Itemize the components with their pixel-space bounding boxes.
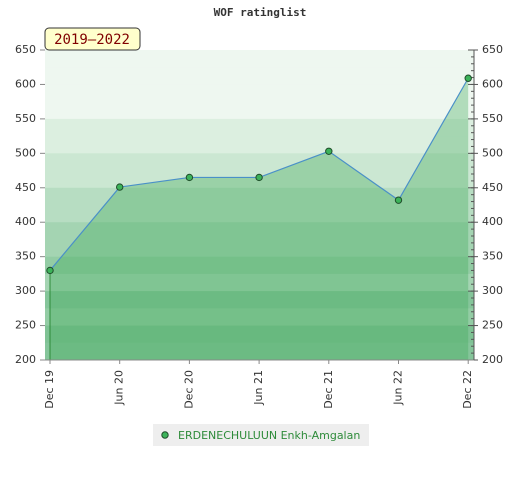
y2-tick-label: 500 [482, 146, 503, 159]
plot-stripe [45, 136, 474, 154]
y2-tick-label: 600 [482, 77, 503, 90]
plot-stripe [45, 205, 474, 223]
area-fill [50, 78, 469, 360]
plot-stripe [45, 118, 474, 137]
y-tick-label: 650 [15, 43, 36, 56]
point [116, 183, 124, 191]
plot-stripe [45, 84, 474, 103]
plot-stripe [45, 101, 474, 120]
plot-stripe [45, 239, 474, 258]
plot-stripe [45, 325, 474, 344]
x-tick-label: Jun 20 [113, 370, 126, 406]
y2-tick-label: 200 [482, 353, 503, 366]
y-tick-label: 350 [15, 250, 36, 263]
plot-stripe [45, 256, 474, 275]
chart-title: WOF ratinglist [214, 6, 307, 19]
point [394, 196, 403, 204]
plot-stripe [45, 342, 474, 361]
y2-tick-label: 550 [482, 112, 503, 125]
y-tick-label: 600 [15, 77, 36, 90]
point [46, 266, 54, 275]
x-tick-label: Dec 22 [461, 370, 474, 409]
annotation-box [44, 27, 141, 51]
point [325, 147, 333, 155]
y2-tick-label: 350 [482, 250, 503, 263]
y-tick-label: 400 [15, 215, 36, 228]
y-tick-label: 200 [15, 353, 36, 366]
y2-tick-label: 650 [482, 43, 503, 56]
plot-stripe [45, 50, 474, 68]
point [464, 74, 472, 82]
legend-box [153, 424, 369, 446]
plot-stripe [45, 187, 474, 206]
plot-stripe [45, 273, 474, 292]
x-tick-label: Jun 22 [392, 370, 405, 406]
legend-label: ERDENECHULUUN Enkh-Amgalan [178, 429, 360, 442]
y2-tick-label: 450 [482, 181, 503, 194]
y-tick-label: 450 [15, 181, 36, 194]
x-tick-label: Dec 20 [182, 370, 195, 409]
y2-tick-label: 300 [482, 284, 503, 297]
plot-stripe [45, 291, 474, 309]
y-tick-label: 500 [15, 146, 36, 159]
x-tick-label: Jun 21 [252, 370, 265, 406]
x-tick-label: Dec 19 [43, 370, 56, 409]
legend-marker [161, 431, 169, 439]
plot-stripe [45, 308, 474, 327]
y-tick-label: 550 [15, 112, 36, 125]
x-tick-label: Dec 21 [322, 370, 335, 409]
y-tick-label: 250 [15, 319, 36, 332]
plot-stripe [45, 67, 474, 85]
point [255, 173, 263, 182]
point [185, 173, 194, 182]
plot-stripe [45, 222, 474, 240]
annotation: 2019–2022 [54, 32, 130, 48]
y2-tick-label: 250 [482, 319, 503, 332]
y2-tick-label: 400 [482, 215, 503, 228]
plot-stripe [45, 153, 474, 172]
y-tick-label: 300 [15, 284, 36, 297]
